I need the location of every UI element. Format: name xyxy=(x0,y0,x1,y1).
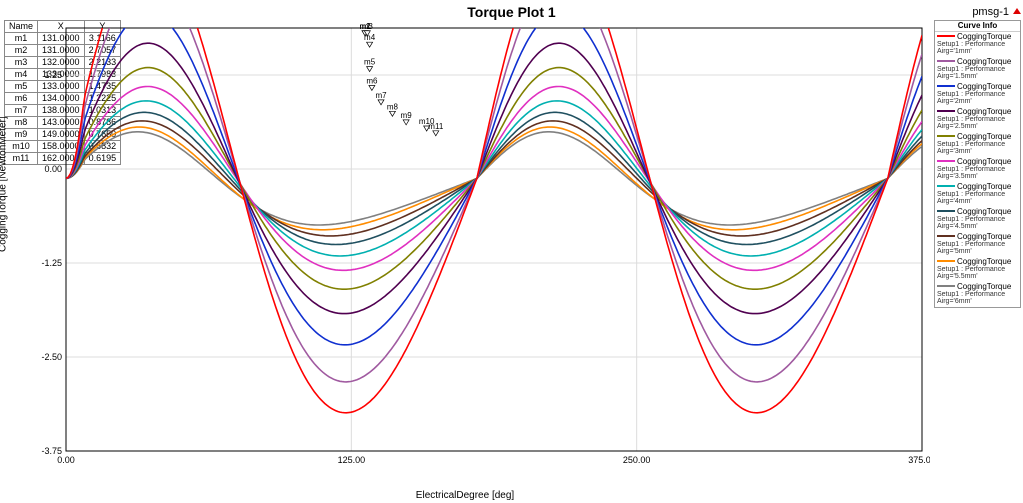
page-title: Torque Plot 1 xyxy=(0,4,1023,20)
legend-swatch xyxy=(937,260,955,262)
legend-label: CoggingTorque xyxy=(957,132,1011,141)
marker-label: m9 xyxy=(401,111,413,120)
marker-label: m7 xyxy=(375,91,387,100)
svg-text:125.00: 125.00 xyxy=(338,455,366,465)
marker-label: m4 xyxy=(364,33,376,42)
legend-item: CoggingTorqueSetup1 : Performance Airg='… xyxy=(935,82,1020,107)
marker-label: m11 xyxy=(428,122,444,131)
legend-sublabel: Setup1 : Performance Airg='6mm' xyxy=(937,291,1018,305)
series-m2 xyxy=(66,22,922,382)
legend: Curve Info CoggingTorqueSetup1 : Perform… xyxy=(934,20,1021,308)
legend-label: CoggingTorque xyxy=(957,82,1011,91)
legend-item: CoggingTorqueSetup1 : Performance Airg='… xyxy=(935,107,1020,132)
legend-item: CoggingTorqueSetup1 : Performance Airg='… xyxy=(935,257,1020,282)
legend-label: CoggingTorque xyxy=(957,282,1011,291)
legend-swatch xyxy=(937,110,955,112)
project-label: pmsg-1 xyxy=(972,6,1009,18)
legend-sublabel: Setup1 : Performance Airg='4.5mm' xyxy=(937,216,1018,230)
legend-item: CoggingTorqueSetup1 : Performance Airg='… xyxy=(935,57,1020,82)
legend-sublabel: Setup1 : Performance Airg='3mm' xyxy=(937,141,1018,155)
legend-swatch xyxy=(937,160,955,162)
legend-swatch xyxy=(937,210,955,212)
legend-item: CoggingTorqueSetup1 : Performance Airg='… xyxy=(935,157,1020,182)
svg-text:-1.25: -1.25 xyxy=(41,258,62,268)
series-m3 xyxy=(66,22,922,345)
x-axis-label: ElectricalDegree [deg] xyxy=(0,490,930,501)
svg-text:1.25: 1.25 xyxy=(44,70,62,80)
legend-label: CoggingTorque xyxy=(957,207,1011,216)
y-axis-label: CoggingTorque [NewtonMeter] xyxy=(0,116,9,252)
marker-icon xyxy=(433,131,439,136)
marker-icon xyxy=(367,67,373,72)
svg-text:-3.75: -3.75 xyxy=(41,446,62,456)
legend-swatch xyxy=(937,235,955,237)
marker-label: m6 xyxy=(366,76,378,85)
series-m4 xyxy=(66,43,922,313)
legend-item: CoggingTorqueSetup1 : Performance Airg='… xyxy=(935,132,1020,157)
chart-canvas: 0.00 125.00 250.00 375.00 -3.75 -2.50 -1.25 0.0… xyxy=(30,22,930,477)
legend-swatch xyxy=(937,60,955,62)
legend-swatch xyxy=(937,185,955,187)
legend-sublabel: Setup1 : Performance Airg='3.5mm' xyxy=(937,166,1018,180)
legend-label: CoggingTorque xyxy=(957,57,1011,66)
svg-text:375.00: 375.00 xyxy=(908,455,930,465)
legend-item: CoggingTorqueSetup1 : Performance Airg='… xyxy=(935,282,1020,307)
legend-sublabel: Setup1 : Performance Airg='2mm' xyxy=(937,91,1018,105)
legend-sublabel: Setup1 : Performance Airg='1mm' xyxy=(937,41,1018,55)
svg-text:-2.50: -2.50 xyxy=(41,352,62,362)
legend-label: CoggingTorque xyxy=(957,232,1011,241)
marker-label: m5 xyxy=(364,58,376,67)
marker-icon xyxy=(367,42,373,47)
legend-sublabel: Setup1 : Performance Airg='2.5mm' xyxy=(937,116,1018,130)
legend-item: CoggingTorqueSetup1 : Performance Airg='… xyxy=(935,182,1020,207)
legend-label: CoggingTorque xyxy=(957,107,1011,116)
legend-item: CoggingTorqueSetup1 : Performance Airg='… xyxy=(935,232,1020,257)
marker-icon xyxy=(403,120,409,125)
legend-swatch xyxy=(937,285,955,287)
legend-label: CoggingTorque xyxy=(957,32,1011,41)
marker-label: m3 xyxy=(362,22,374,31)
legend-swatch xyxy=(937,85,955,87)
marker-label: m8 xyxy=(387,102,399,111)
legend-title: Curve Info xyxy=(935,21,1020,32)
svg-text:0.00: 0.00 xyxy=(57,455,75,465)
legend-sublabel: Setup1 : Performance Airg='4mm' xyxy=(937,191,1018,205)
legend-sublabel: Setup1 : Performance Airg='5mm' xyxy=(937,241,1018,255)
legend-swatch xyxy=(937,135,955,137)
svg-text:0.00: 0.00 xyxy=(44,164,62,174)
legend-label: CoggingTorque xyxy=(957,157,1011,166)
legend-swatch xyxy=(937,35,955,37)
legend-sublabel: Setup1 : Performance Airg='5.5mm' xyxy=(937,266,1018,280)
series-m11 xyxy=(66,132,922,225)
legend-item: CoggingTorqueSetup1 : Performance Airg='… xyxy=(935,32,1020,57)
legend-item: CoggingTorqueSetup1 : Performance Airg='… xyxy=(935,207,1020,232)
legend-sublabel: Setup1 : Performance Airg='1.5mm' xyxy=(937,66,1018,80)
svg-text:250.00: 250.00 xyxy=(623,455,651,465)
marker-icon xyxy=(378,100,384,105)
legend-label: CoggingTorque xyxy=(957,182,1011,191)
marker-icon xyxy=(389,111,395,116)
marker-icon xyxy=(369,85,375,90)
legend-label: CoggingTorque xyxy=(957,257,1011,266)
